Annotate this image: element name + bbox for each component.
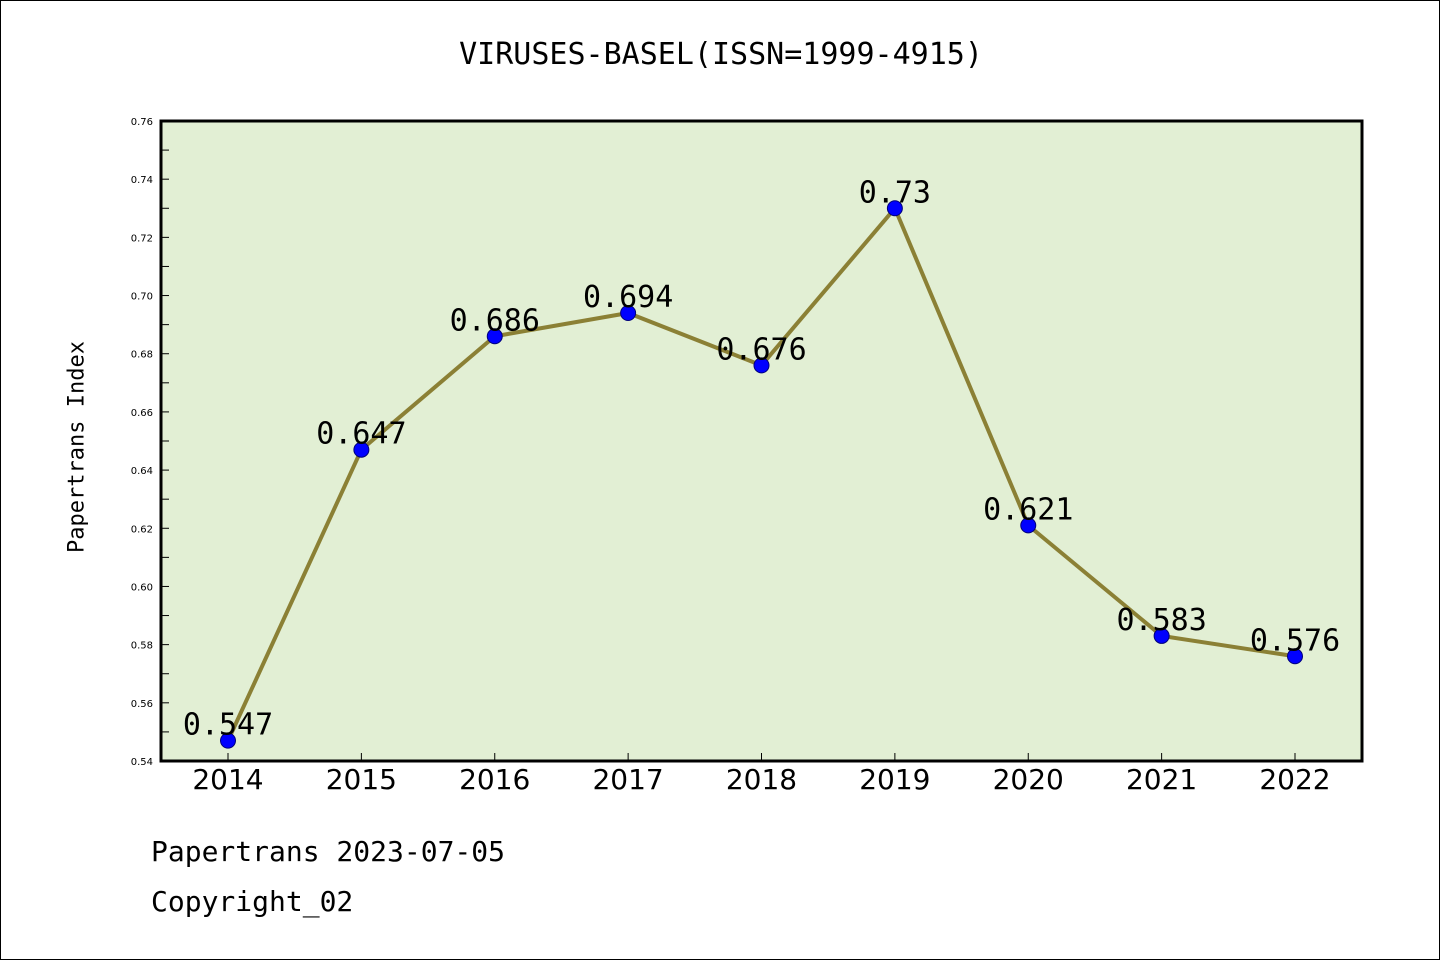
y-tick-label: 0.70 <box>131 292 153 303</box>
y-tick-label: 0.66 <box>131 408 153 419</box>
data-label: 0.547 <box>183 708 273 743</box>
data-label: 0.647 <box>316 417 406 452</box>
plot-area <box>161 121 1362 761</box>
x-tick-label: 2017 <box>592 763 663 796</box>
x-axis: 2014 2015 2016 2017 2018 2019 2020 2021 2022 <box>192 753 1331 796</box>
data-label: 0.576 <box>1250 623 1340 658</box>
data-label: 0.694 <box>583 280 673 315</box>
data-point <box>1287 648 1303 665</box>
series-markers <box>220 200 1303 749</box>
data-point <box>353 441 370 458</box>
y-tick-label: 0.54 <box>131 757 153 768</box>
y-tick-label: 0.72 <box>131 233 153 244</box>
data-point <box>886 200 903 217</box>
x-tick-label: 2016 <box>459 763 530 796</box>
y-tick-label: 0.74 <box>131 175 153 186</box>
y-tick-label: 0.62 <box>131 524 153 535</box>
y-tick-label: 0.68 <box>131 350 153 361</box>
y-tick-label: 0.76 <box>131 117 153 128</box>
data-point <box>1020 517 1037 534</box>
chart-title: VIRUSES-BASEL(ISSN=1999-4915) <box>459 37 983 72</box>
y-tick-label: 0.60 <box>131 582 153 593</box>
y-axis: 0.54 0.56 0.58 0.60 0.62 0.64 0.66 0.68 0.70 0.72… <box>131 117 169 768</box>
x-tick-label: 2022 <box>1259 763 1330 796</box>
x-tick-label: 2014 <box>192 763 263 796</box>
x-tick-label: 2015 <box>326 763 397 796</box>
data-label: 0.686 <box>450 303 540 338</box>
x-tick-label: 2020 <box>993 763 1064 796</box>
data-point <box>220 732 236 749</box>
x-tick-label: 2021 <box>1126 763 1197 796</box>
y-tick-label: 0.58 <box>131 641 153 652</box>
data-label: 0.621 <box>983 492 1073 527</box>
data-point <box>753 357 770 374</box>
x-tick-label: 2018 <box>726 763 797 796</box>
plot-frame <box>159 119 1364 763</box>
data-labels: 0.547 0.647 0.686 0.694 0.676 0.73 0.621 0.583 0… <box>183 175 1340 742</box>
data-label: 0.676 <box>716 332 806 367</box>
x-tick-label: 2019 <box>859 763 930 796</box>
data-label: 0.73 <box>859 175 931 210</box>
footer-date: Papertrans 2023-07-05 <box>151 835 506 868</box>
y-tick-label: 0.56 <box>131 699 153 710</box>
data-label: 0.583 <box>1116 603 1206 638</box>
y-tick-label: 0.64 <box>131 466 153 477</box>
data-point <box>486 328 503 345</box>
data-point <box>1153 627 1170 644</box>
footer-copyright: Copyright_02 <box>151 885 354 918</box>
data-point <box>620 305 637 321</box>
